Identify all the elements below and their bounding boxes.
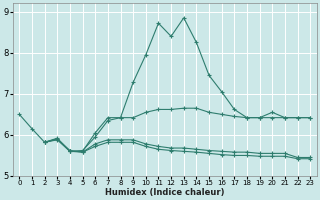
X-axis label: Humidex (Indice chaleur): Humidex (Indice chaleur) bbox=[105, 188, 225, 197]
